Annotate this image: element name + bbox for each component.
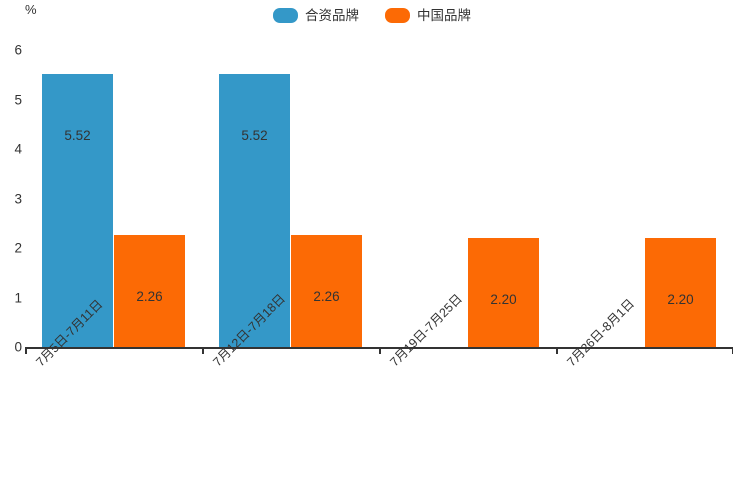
y-axis-tick-label: 3	[14, 190, 22, 206]
legend-label: 合资品牌	[305, 7, 359, 23]
bar-chinese-1[interactable]: 2.26	[114, 235, 185, 347]
bar-joint-venture-1[interactable]: 5.52	[42, 73, 113, 347]
legend-item-joint-venture-brand[interactable]: 合资品牌	[273, 8, 359, 23]
bar-joint-venture-2[interactable]: 5.52	[219, 73, 290, 347]
y-axis-tick-label: 0	[14, 339, 22, 355]
legend-item-chinese-brand[interactable]: 中国品牌	[385, 8, 471, 23]
x-axis-tick	[731, 347, 733, 354]
bar-value-label: 5.52	[241, 127, 268, 143]
bar-value-label: 5.52	[64, 127, 91, 143]
x-axis-tick	[556, 347, 558, 354]
y-axis-tick-label: 2	[14, 240, 22, 256]
bar-value-label: 2.20	[667, 292, 694, 308]
chart-legend: 合资品牌 中国品牌	[0, 8, 744, 23]
legend-swatch-icon	[273, 8, 298, 23]
bar-chinese-4[interactable]: 2.20	[645, 238, 716, 347]
plot-area: 5.52 2.26 5.52 2.26 2.20 2.20	[25, 50, 733, 347]
x-axis-tick	[379, 347, 381, 354]
bar-value-label: 2.26	[136, 289, 163, 305]
legend-label: 中国品牌	[417, 7, 471, 23]
x-axis-tick	[25, 347, 27, 354]
y-axis-tick-label: 6	[14, 42, 22, 58]
legend-swatch-icon	[385, 8, 410, 23]
bar-value-label: 2.20	[490, 292, 517, 308]
y-axis-tick-label: 4	[14, 141, 22, 157]
bar-chinese-3[interactable]: 2.20	[468, 238, 539, 347]
y-axis-tick-label: 1	[14, 289, 22, 305]
y-axis-unit-label: %	[25, 2, 37, 17]
bar-chinese-2[interactable]: 2.26	[291, 235, 362, 347]
x-axis-tick	[202, 347, 204, 354]
bar-value-label: 2.26	[313, 289, 340, 305]
y-axis-tick-label: 5	[14, 91, 22, 107]
